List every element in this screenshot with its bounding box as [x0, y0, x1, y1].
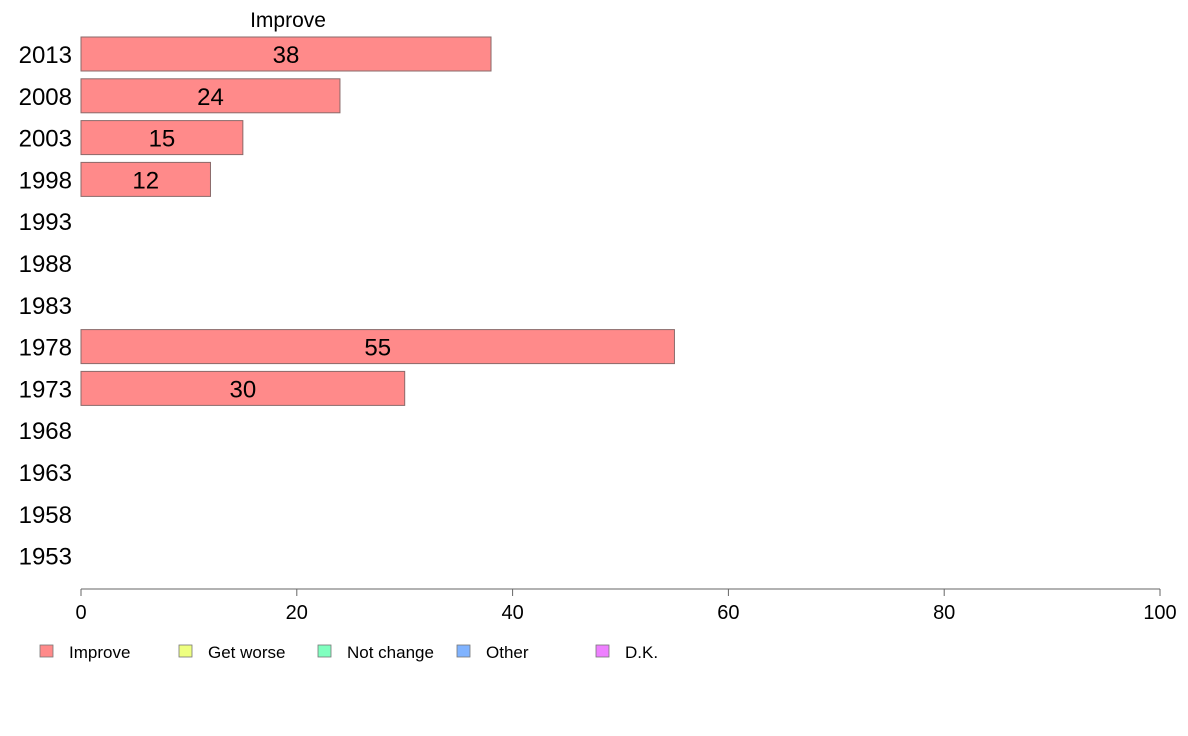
legend-label: Not change [347, 643, 434, 662]
bars: 38 24 15 12 55 30 [80, 36, 675, 406]
bar-value-label: 12 [132, 167, 159, 194]
category-label: 1998 [19, 167, 72, 194]
legend-swatch [317, 644, 332, 658]
x-axis: 0 20 40 60 80 100 [75, 588, 1177, 624]
bar-value-label: 55 [364, 335, 391, 362]
bar [80, 36, 492, 72]
bar [80, 120, 244, 156]
legend-swatch [178, 644, 193, 658]
category-label: 1988 [19, 251, 72, 278]
x-tick-label: 0 [75, 602, 86, 624]
category-label: 1953 [19, 544, 72, 571]
x-tick-label: 20 [286, 602, 308, 624]
bar-value-label: 15 [149, 126, 176, 153]
bar-value-label: 38 [273, 42, 300, 69]
legend-swatch [39, 644, 54, 658]
bar [80, 329, 675, 365]
bar-value-label: 24 [197, 84, 224, 111]
legend-label: D.K. [625, 643, 658, 662]
legend-label: Improve [69, 643, 130, 662]
category-labels: 2013 2008 2003 1998 1993 1988 1983 1978 1973 1968… [19, 42, 72, 571]
legend: Improve Get worse Not change Other D.K. [39, 643, 658, 662]
legend-label: Get worse [208, 643, 285, 662]
category-label: 1963 [19, 460, 72, 487]
category-label: 1958 [19, 502, 72, 529]
legend-label: Other [486, 643, 529, 662]
category-label: 2003 [19, 126, 72, 153]
x-tick-label: 100 [1143, 602, 1176, 624]
bar-value-label: 30 [229, 376, 256, 403]
x-tick-label: 80 [933, 602, 955, 624]
category-label: 2013 [19, 42, 72, 69]
x-tick-label: 60 [717, 602, 739, 624]
bar [80, 370, 406, 406]
category-label: 2008 [19, 84, 72, 111]
category-label: 1993 [19, 209, 72, 236]
category-label: 1983 [19, 293, 72, 320]
bar [80, 78, 341, 114]
chart-title: Improve [250, 9, 326, 32]
category-label: 1973 [19, 376, 72, 403]
bar [80, 161, 211, 197]
legend-swatch [456, 644, 471, 658]
x-tick-label: 40 [501, 602, 523, 624]
category-label: 1968 [19, 418, 72, 445]
category-label: 1978 [19, 335, 72, 362]
legend-swatch [595, 644, 610, 658]
